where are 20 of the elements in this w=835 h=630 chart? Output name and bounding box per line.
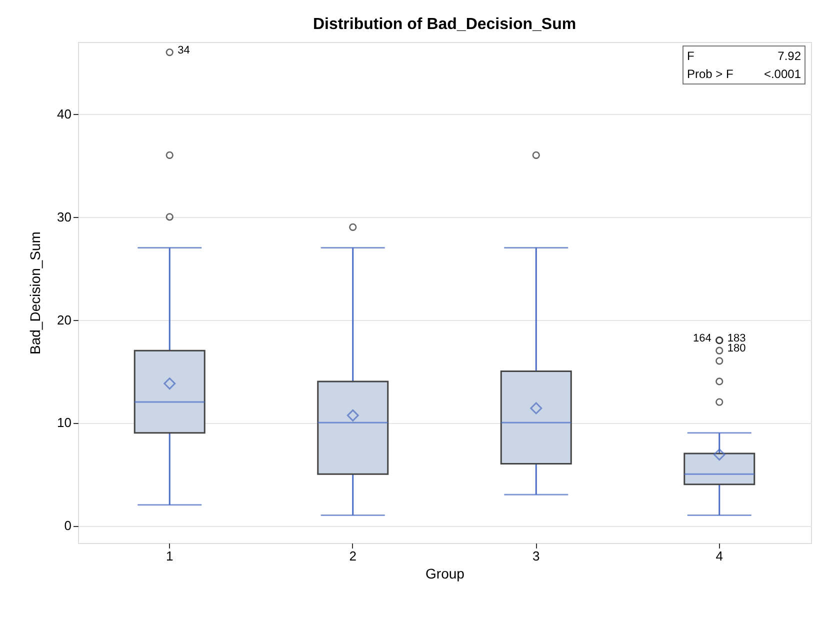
annotation: F — [687, 49, 694, 63]
y-tick-label: 10 — [57, 415, 72, 430]
annotation: <.0001 — [764, 67, 802, 81]
y-tick-label: 40 — [57, 106, 72, 122]
annotation: Prob > F — [687, 67, 734, 81]
x-axis-title: Group — [426, 566, 465, 582]
x-tick-label: 4 — [716, 548, 723, 564]
annotation: 183 — [727, 332, 746, 344]
annotation: 34 — [178, 44, 190, 56]
x-tick-label: 2 — [349, 548, 356, 564]
y-tick-label: 30 — [57, 209, 72, 224]
chart-title: Distribution of Bad_Decision_Sum — [312, 16, 576, 33]
annotation: 180 — [727, 342, 746, 355]
x-tick-label: 1 — [166, 548, 174, 564]
x-tick-label: 3 — [532, 548, 540, 564]
y-tick-label: 20 — [57, 312, 72, 328]
y-axis-title: Bad_Decision_Sum — [27, 232, 44, 354]
y-tick-label: 0 — [64, 518, 72, 534]
annotation: 164 — [693, 332, 712, 344]
annotation: 7.92 — [778, 49, 802, 63]
